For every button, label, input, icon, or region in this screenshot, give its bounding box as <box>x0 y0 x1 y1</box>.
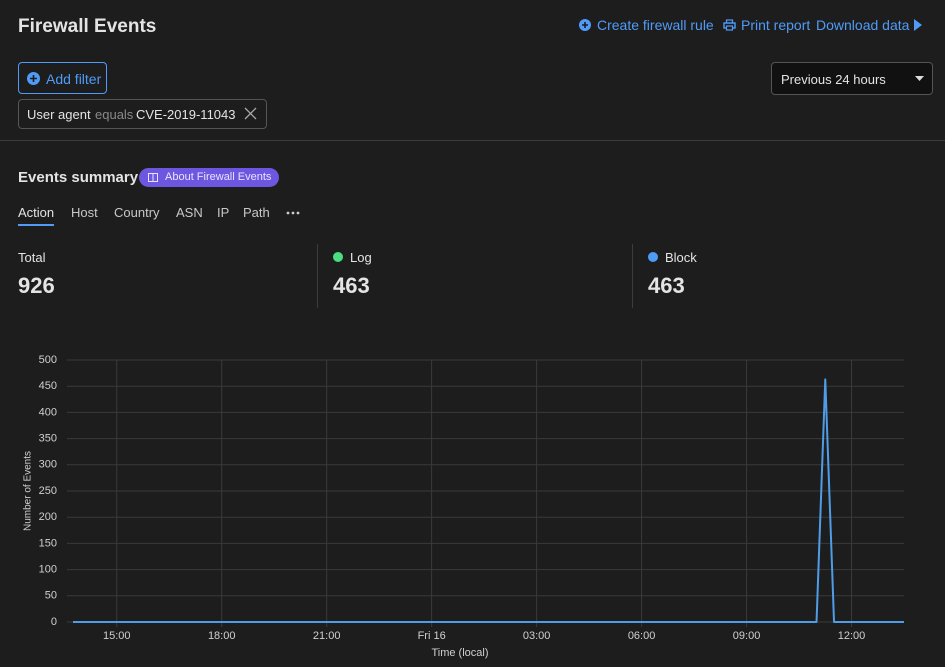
y-tick-label: 350 <box>39 433 57 445</box>
add-filter-button[interactable]: Add filter <box>18 62 107 94</box>
print-icon <box>723 19 736 31</box>
book-icon <box>148 173 158 182</box>
y-tick-label: 450 <box>39 380 57 392</box>
x-tick-label: 15:00 <box>103 630 131 642</box>
filter-field: User agent <box>27 107 91 122</box>
tab[interactable]: Host <box>71 205 98 220</box>
about-badge-label: About Firewall Events <box>165 171 272 183</box>
x-tick-label: 21:00 <box>313 630 341 642</box>
tab[interactable]: Action <box>18 205 55 226</box>
section-title: Events summary <box>18 169 139 186</box>
stat-label: Total <box>18 250 46 265</box>
y-tick-label: 100 <box>39 564 57 576</box>
y-tick-label: 250 <box>39 485 57 497</box>
stat-value: 463 <box>333 273 370 298</box>
tab[interactable]: Path <box>243 205 270 220</box>
more-tabs-icon[interactable] <box>286 211 300 215</box>
y-tick-label: 0 <box>51 616 57 628</box>
y-axis-label: Number of Events <box>23 451 34 531</box>
stat-label: Log <box>350 250 372 265</box>
plus-icon <box>579 19 591 31</box>
x-tick-label: 06:00 <box>628 630 656 642</box>
stat-divider <box>317 244 318 308</box>
y-tick-label: 200 <box>39 511 57 523</box>
stat-divider <box>632 244 633 308</box>
arrow-icon <box>914 19 922 31</box>
y-tick-label: 150 <box>39 537 57 549</box>
y-tick-label: 500 <box>39 354 57 366</box>
stat-dot <box>333 252 343 262</box>
caret-icon <box>915 76 924 81</box>
filter-value: CVE-2019-11043 <box>136 107 236 122</box>
x-tick-label: 18:00 <box>208 630 236 642</box>
stat-label: Block <box>665 250 697 265</box>
filter-chip[interactable]: User agent equals CVE-2019-11043 <box>18 99 267 129</box>
x-tick-label: 03:00 <box>523 630 551 642</box>
plus-icon <box>27 72 40 85</box>
create-rule-link[interactable]: Create firewall rule <box>597 17 714 33</box>
page-title: Firewall Events <box>18 16 157 37</box>
divider <box>0 140 945 141</box>
x-tick-label: 12:00 <box>838 630 866 642</box>
tab[interactable]: Country <box>114 205 160 220</box>
stat-dot <box>648 252 658 262</box>
time-range-label: Previous 24 hours <box>781 72 886 87</box>
remove-filter-icon[interactable] <box>244 107 257 120</box>
y-tick-label: 300 <box>39 459 57 471</box>
time-range-dropdown[interactable]: Previous 24 hours <box>771 62 933 95</box>
chart: Time (local) Number of Events 0 50 100 150 2… <box>23 354 904 659</box>
add-filter-label: Add filter <box>46 71 102 87</box>
filter-operator: equals <box>95 107 134 122</box>
y-tick-label: 50 <box>45 590 57 602</box>
tab[interactable]: ASN <box>176 205 203 220</box>
stat-value: 926 <box>18 273 55 298</box>
print-report-link[interactable]: Print report <box>741 17 811 33</box>
x-tick-label: Fri 16 <box>418 630 446 642</box>
data-line <box>73 378 904 623</box>
download-data-link[interactable]: Download data <box>816 17 910 33</box>
y-tick-label: 400 <box>39 406 57 418</box>
x-axis-label: Time (local) <box>431 647 488 659</box>
about-badge[interactable]: About Firewall Events <box>139 168 280 187</box>
x-tick-label: 09:00 <box>733 630 761 642</box>
tab[interactable]: IP <box>217 205 230 220</box>
stat-value: 463 <box>648 273 685 298</box>
